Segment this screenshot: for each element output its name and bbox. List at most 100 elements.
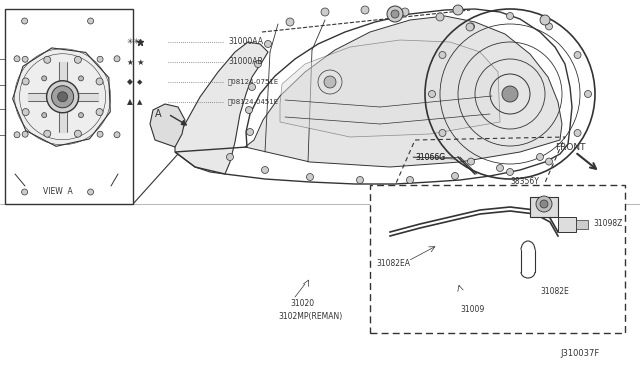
Circle shape <box>361 6 369 14</box>
Circle shape <box>324 76 336 88</box>
Circle shape <box>58 92 68 102</box>
Circle shape <box>540 200 548 208</box>
Text: 31082EA: 31082EA <box>376 260 410 269</box>
Circle shape <box>387 6 403 22</box>
Polygon shape <box>175 9 572 184</box>
Text: 31000AB: 31000AB <box>228 58 262 67</box>
Text: 38356Y: 38356Y <box>510 177 539 186</box>
Circle shape <box>246 128 253 135</box>
Circle shape <box>466 23 474 31</box>
Bar <box>370 185 625 333</box>
Text: Ⓑ08124-0451E: Ⓑ08124-0451E <box>228 99 279 105</box>
Circle shape <box>502 86 518 102</box>
Circle shape <box>574 129 581 137</box>
Circle shape <box>401 8 409 16</box>
Polygon shape <box>175 42 268 174</box>
Text: 31020: 31020 <box>290 299 314 308</box>
Circle shape <box>88 18 93 24</box>
Circle shape <box>262 167 269 173</box>
Circle shape <box>436 13 444 21</box>
Polygon shape <box>28 93 63 101</box>
Circle shape <box>79 113 83 118</box>
Circle shape <box>22 131 28 137</box>
Circle shape <box>227 154 234 160</box>
Circle shape <box>286 18 294 26</box>
Circle shape <box>506 169 513 176</box>
Circle shape <box>96 78 103 85</box>
Text: 31082E: 31082E <box>540 288 569 296</box>
Text: J310037F: J310037F <box>561 350 600 359</box>
Circle shape <box>307 173 314 180</box>
Circle shape <box>574 51 581 58</box>
Text: FRONT: FRONT <box>555 142 586 151</box>
Circle shape <box>429 90 435 97</box>
Text: ★: ★ <box>127 58 133 67</box>
Bar <box>530 197 558 217</box>
Text: A: A <box>156 109 162 119</box>
Text: ✳: ✳ <box>132 38 140 46</box>
Bar <box>5 9 133 204</box>
Circle shape <box>255 61 262 67</box>
Circle shape <box>22 56 28 62</box>
Circle shape <box>540 15 550 25</box>
Circle shape <box>467 158 474 165</box>
Circle shape <box>356 176 364 183</box>
Polygon shape <box>59 62 67 97</box>
Text: 31009: 31009 <box>460 305 484 314</box>
Circle shape <box>264 41 271 48</box>
Polygon shape <box>150 104 185 147</box>
Circle shape <box>52 86 74 108</box>
Text: ▲: ▲ <box>127 97 133 106</box>
Text: 31000AA: 31000AA <box>228 38 263 46</box>
Circle shape <box>14 132 20 138</box>
Circle shape <box>14 56 20 62</box>
Text: VIEW  A: VIEW A <box>43 187 72 196</box>
Circle shape <box>97 56 103 62</box>
Circle shape <box>506 13 513 19</box>
Circle shape <box>584 90 591 97</box>
Circle shape <box>114 56 120 62</box>
Circle shape <box>96 109 103 116</box>
Bar <box>558 217 576 232</box>
Circle shape <box>536 196 552 212</box>
Text: ★: ★ <box>136 58 144 67</box>
Text: 3102MP(REMAN): 3102MP(REMAN) <box>278 312 342 321</box>
Circle shape <box>44 130 51 137</box>
Circle shape <box>391 10 399 18</box>
Circle shape <box>321 8 329 16</box>
Circle shape <box>497 164 504 171</box>
Circle shape <box>44 56 51 63</box>
Circle shape <box>114 132 120 138</box>
Circle shape <box>88 189 93 195</box>
Text: ◆: ◆ <box>138 79 143 85</box>
Bar <box>576 220 588 229</box>
Circle shape <box>439 129 446 137</box>
Circle shape <box>453 5 463 15</box>
Text: ▲: ▲ <box>138 99 143 105</box>
Circle shape <box>467 23 474 30</box>
Circle shape <box>425 9 595 179</box>
Polygon shape <box>280 40 500 137</box>
Polygon shape <box>59 97 67 132</box>
Circle shape <box>22 78 29 85</box>
Text: 31066G: 31066G <box>415 153 445 161</box>
Polygon shape <box>63 93 97 101</box>
Circle shape <box>47 81 79 113</box>
Circle shape <box>451 173 458 180</box>
Text: Ⓑ08124-0751E: Ⓑ08124-0751E <box>228 79 279 85</box>
Circle shape <box>42 76 47 81</box>
Text: 31098Z: 31098Z <box>593 219 622 228</box>
Circle shape <box>246 106 253 113</box>
Circle shape <box>439 51 446 58</box>
Polygon shape <box>245 16 562 167</box>
Text: 31066G: 31066G <box>415 153 445 161</box>
Circle shape <box>536 154 543 160</box>
Circle shape <box>79 76 83 81</box>
Text: ✳: ✳ <box>127 38 133 46</box>
Circle shape <box>97 131 103 137</box>
Text: ◆: ◆ <box>127 77 133 87</box>
Circle shape <box>545 158 552 165</box>
Circle shape <box>22 189 28 195</box>
Circle shape <box>406 176 413 183</box>
Circle shape <box>74 56 81 63</box>
